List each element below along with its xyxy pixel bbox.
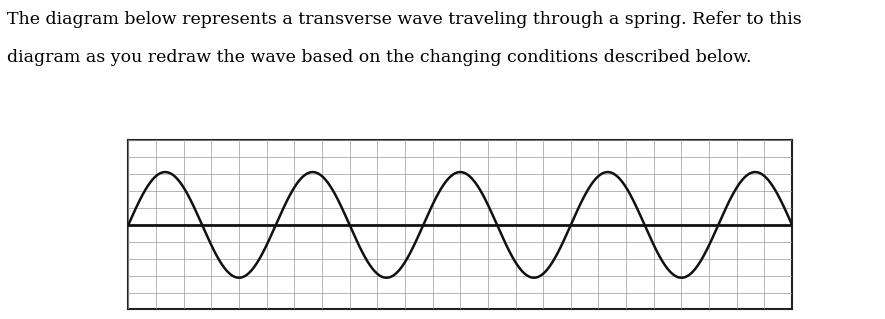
Text: The diagram below represents a transverse wave traveling through a spring. Refer: The diagram below represents a transvers…	[7, 11, 802, 28]
Text: diagram as you redraw the wave based on the changing conditions described below.: diagram as you redraw the wave based on …	[7, 49, 751, 66]
